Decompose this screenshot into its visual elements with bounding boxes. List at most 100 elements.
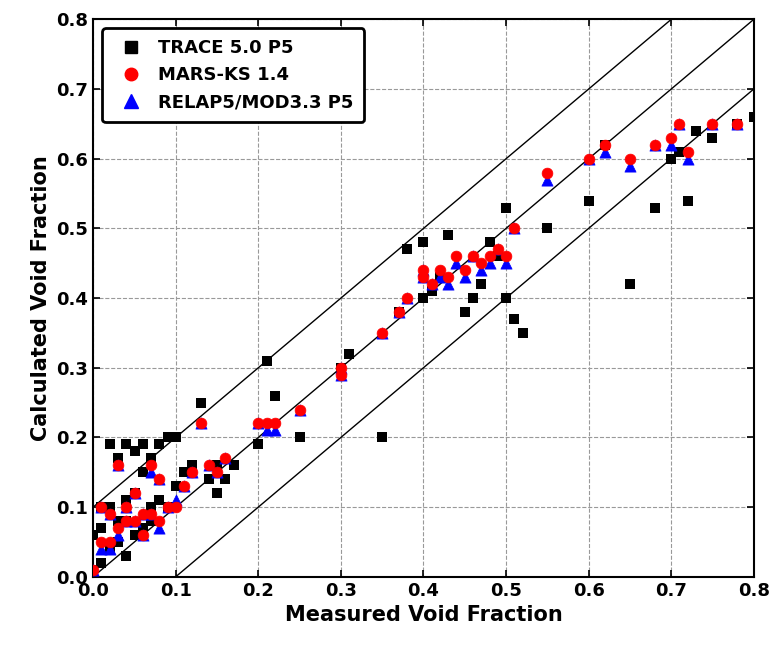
TRACE 5.0 P5 — [103, 544, 116, 554]
X-axis label: Measured Void Fraction: Measured Void Fraction — [284, 605, 563, 625]
TRACE 5.0 P5 — [582, 196, 594, 206]
MARS-KS 1.4 — [508, 224, 521, 234]
RELAP5/MOD3.3 P5 — [335, 369, 347, 380]
MARS-KS 1.4 — [112, 523, 124, 533]
MARS-KS 1.4 — [475, 258, 487, 268]
MARS-KS 1.4 — [87, 564, 99, 575]
TRACE 5.0 P5 — [690, 126, 702, 136]
MARS-KS 1.4 — [417, 265, 430, 275]
RELAP5/MOD3.3 P5 — [211, 467, 223, 478]
MARS-KS 1.4 — [137, 509, 149, 519]
MARS-KS 1.4 — [426, 279, 438, 290]
RELAP5/MOD3.3 P5 — [178, 481, 190, 491]
TRACE 5.0 P5 — [599, 140, 611, 150]
TRACE 5.0 P5 — [120, 495, 132, 505]
TRACE 5.0 P5 — [137, 467, 149, 478]
TRACE 5.0 P5 — [260, 356, 273, 366]
MARS-KS 1.4 — [96, 537, 108, 547]
TRACE 5.0 P5 — [162, 432, 174, 443]
TRACE 5.0 P5 — [178, 467, 190, 478]
TRACE 5.0 P5 — [343, 349, 355, 359]
TRACE 5.0 P5 — [103, 439, 116, 450]
MARS-KS 1.4 — [599, 140, 611, 150]
MARS-KS 1.4 — [458, 265, 471, 275]
RELAP5/MOD3.3 P5 — [434, 272, 446, 283]
RELAP5/MOD3.3 P5 — [96, 544, 108, 554]
TRACE 5.0 P5 — [128, 446, 141, 457]
MARS-KS 1.4 — [96, 502, 108, 512]
TRACE 5.0 P5 — [747, 112, 760, 122]
TRACE 5.0 P5 — [228, 460, 240, 470]
RELAP5/MOD3.3 P5 — [541, 174, 553, 185]
RELAP5/MOD3.3 P5 — [450, 258, 462, 268]
MARS-KS 1.4 — [120, 516, 132, 526]
MARS-KS 1.4 — [624, 154, 636, 164]
TRACE 5.0 P5 — [516, 328, 528, 338]
TRACE 5.0 P5 — [153, 439, 166, 450]
MARS-KS 1.4 — [128, 516, 141, 526]
MARS-KS 1.4 — [335, 363, 347, 373]
RELAP5/MOD3.3 P5 — [137, 509, 149, 519]
MARS-KS 1.4 — [417, 272, 430, 283]
RELAP5/MOD3.3 P5 — [483, 258, 496, 268]
RELAP5/MOD3.3 P5 — [294, 404, 306, 415]
TRACE 5.0 P5 — [96, 557, 108, 568]
RELAP5/MOD3.3 P5 — [467, 251, 479, 262]
RELAP5/MOD3.3 P5 — [475, 265, 487, 275]
TRACE 5.0 P5 — [492, 251, 504, 262]
TRACE 5.0 P5 — [335, 363, 347, 373]
MARS-KS 1.4 — [492, 244, 504, 255]
RELAP5/MOD3.3 P5 — [731, 119, 744, 129]
MARS-KS 1.4 — [219, 453, 232, 463]
RELAP5/MOD3.3 P5 — [492, 244, 504, 255]
TRACE 5.0 P5 — [128, 530, 141, 540]
TRACE 5.0 P5 — [128, 488, 141, 498]
MARS-KS 1.4 — [335, 369, 347, 380]
MARS-KS 1.4 — [194, 419, 207, 429]
TRACE 5.0 P5 — [417, 293, 430, 303]
TRACE 5.0 P5 — [252, 439, 264, 450]
RELAP5/MOD3.3 P5 — [169, 495, 182, 505]
RELAP5/MOD3.3 P5 — [153, 474, 166, 485]
MARS-KS 1.4 — [294, 404, 306, 415]
MARS-KS 1.4 — [153, 516, 166, 526]
MARS-KS 1.4 — [186, 467, 198, 478]
MARS-KS 1.4 — [541, 168, 553, 178]
RELAP5/MOD3.3 P5 — [120, 502, 132, 512]
RELAP5/MOD3.3 P5 — [137, 530, 149, 540]
RELAP5/MOD3.3 P5 — [706, 119, 719, 129]
Legend: TRACE 5.0 P5, MARS-KS 1.4, RELAP5/MOD3.3 P5: TRACE 5.0 P5, MARS-KS 1.4, RELAP5/MOD3.3… — [103, 29, 364, 122]
RELAP5/MOD3.3 P5 — [112, 460, 124, 470]
TRACE 5.0 P5 — [500, 202, 512, 213]
MARS-KS 1.4 — [648, 140, 660, 150]
TRACE 5.0 P5 — [508, 314, 521, 324]
RELAP5/MOD3.3 P5 — [582, 154, 594, 164]
MARS-KS 1.4 — [269, 419, 281, 429]
RELAP5/MOD3.3 P5 — [219, 453, 232, 463]
TRACE 5.0 P5 — [137, 523, 149, 533]
TRACE 5.0 P5 — [392, 307, 405, 318]
TRACE 5.0 P5 — [120, 516, 132, 526]
RELAP5/MOD3.3 P5 — [417, 265, 430, 275]
TRACE 5.0 P5 — [211, 488, 223, 498]
RELAP5/MOD3.3 P5 — [203, 460, 215, 470]
MARS-KS 1.4 — [178, 481, 190, 491]
TRACE 5.0 P5 — [376, 432, 388, 443]
RELAP5/MOD3.3 P5 — [681, 154, 694, 164]
RELAP5/MOD3.3 P5 — [392, 307, 405, 318]
MARS-KS 1.4 — [731, 119, 744, 129]
MARS-KS 1.4 — [153, 474, 166, 485]
TRACE 5.0 P5 — [483, 237, 496, 248]
RELAP5/MOD3.3 P5 — [269, 425, 281, 435]
TRACE 5.0 P5 — [665, 154, 678, 164]
MARS-KS 1.4 — [260, 419, 273, 429]
MARS-KS 1.4 — [392, 307, 405, 318]
RELAP5/MOD3.3 P5 — [500, 258, 512, 268]
MARS-KS 1.4 — [483, 251, 496, 262]
TRACE 5.0 P5 — [169, 481, 182, 491]
MARS-KS 1.4 — [145, 460, 157, 470]
RELAP5/MOD3.3 P5 — [665, 140, 678, 150]
TRACE 5.0 P5 — [194, 397, 207, 408]
MARS-KS 1.4 — [401, 293, 413, 303]
TRACE 5.0 P5 — [269, 390, 281, 400]
